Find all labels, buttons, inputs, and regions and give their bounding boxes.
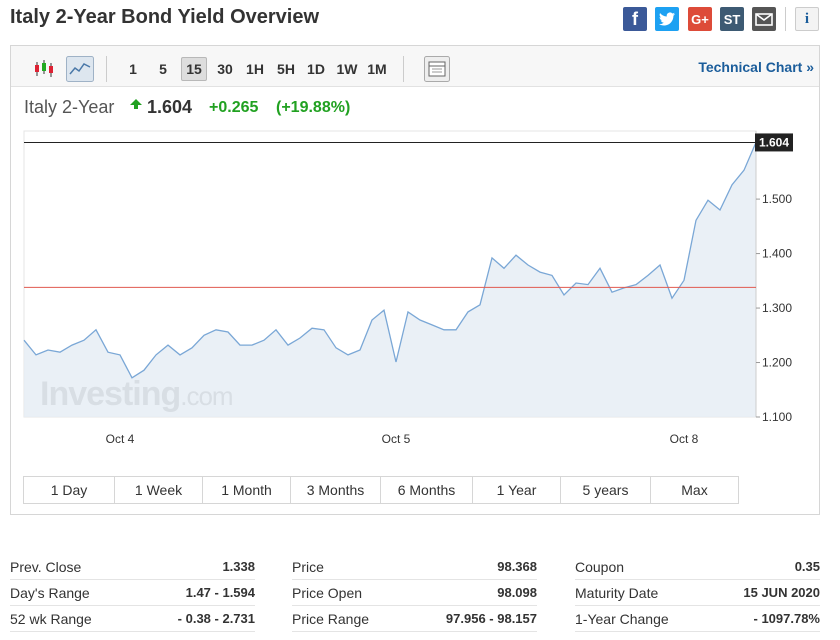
- stats-value: 1.338: [222, 559, 255, 574]
- x-tick-label: Oct 4: [106, 432, 135, 446]
- divider: [785, 7, 786, 31]
- page-title: Italy 2-Year Bond Yield Overview: [10, 6, 320, 28]
- stats-row: Coupon 0.35: [575, 554, 820, 580]
- stats-value: 1.47 - 1.594: [185, 585, 255, 600]
- share-google[interactable]: G+: [688, 7, 712, 31]
- link-text: Technical Chart: [698, 59, 803, 75]
- stats-row: 1-Year Change - 1097.78%: [575, 606, 820, 632]
- stats-value: 98.098: [497, 585, 537, 600]
- chart-toolbar: [11, 46, 819, 87]
- x-tick-label: Oct 5: [382, 432, 411, 446]
- chart: Investing.com1.1001.2001.3001.4001.500Oc…: [23, 130, 793, 446]
- stats-value: - 0.38 - 2.731: [177, 611, 255, 626]
- range-button[interactable]: 1 Week: [114, 477, 202, 503]
- range-button[interactable]: 5 years: [560, 477, 650, 503]
- stats-label: Day's Range: [10, 584, 90, 601]
- price-line: [23, 142, 757, 379]
- info-button[interactable]: i: [795, 7, 819, 31]
- link-arrow: »: [806, 59, 814, 75]
- stats-label: 52 wk Range: [10, 610, 92, 627]
- interval-button[interactable]: 1D: [307, 61, 325, 77]
- y-tick-label: 1.200: [762, 356, 792, 370]
- interval-button[interactable]: 1: [129, 61, 137, 77]
- range-buttons: 1 Day 1 Week 1 Month 3 Months 6 Months 1 Year…: [23, 476, 739, 504]
- stats-row: Price 98.368: [292, 554, 537, 580]
- quote-price: 1.604: [147, 97, 193, 117]
- line-chart-button[interactable]: [66, 56, 94, 82]
- share-stocktwits[interactable]: ST: [720, 7, 744, 31]
- stats-value: 0.35: [794, 559, 820, 574]
- stats-value: - 1097.78%: [753, 611, 821, 626]
- interval-button[interactable]: 30: [217, 61, 233, 77]
- stats-row: Day's Range 1.47 - 1.594: [10, 580, 255, 606]
- interval-button[interactable]: 1W: [336, 61, 358, 77]
- stats-column: Price 98.368 Price Open 98.098 Price Range 97…: [292, 554, 537, 632]
- toolbar-separator: [403, 56, 404, 82]
- interval-button[interactable]: 15: [181, 57, 207, 81]
- stats-column: Coupon 0.35 Maturity Date 15 JUN 2020 1-Year…: [575, 554, 820, 632]
- y-tick-label: 1.100: [762, 410, 792, 424]
- range-button[interactable]: 1 Month: [202, 477, 290, 503]
- mail-icon: [755, 12, 773, 26]
- y-tick-label: 1.400: [762, 247, 792, 261]
- quote-name: Italy 2-Year: [24, 97, 115, 117]
- settings-button[interactable]: [424, 56, 450, 82]
- last-price-label: 1.604: [759, 135, 789, 149]
- stats-value: 15 JUN 2020: [743, 585, 820, 600]
- interval-button[interactable]: 5H: [277, 61, 295, 77]
- range-button[interactable]: 1 Day: [50, 482, 88, 498]
- last-price-box: [755, 133, 793, 152]
- technical-chart-link[interactable]: Technical Chart »: [698, 59, 814, 75]
- area-fill: [24, 142, 756, 417]
- stats-column: Prev. Close 1.338 Day's Range 1.47 - 1.594 5…: [10, 554, 255, 632]
- interval-button[interactable]: 1M: [367, 61, 387, 77]
- share-twitter[interactable]: [655, 7, 679, 31]
- twitter-icon: [659, 12, 675, 26]
- stats-row: Price Open 98.098: [292, 580, 537, 606]
- candlestick-button[interactable]: [33, 58, 55, 80]
- stats-row: 52 wk Range - 0.38 - 2.731: [10, 606, 255, 632]
- quote-change: +0.265: [209, 99, 259, 116]
- stats-value: 98.368: [497, 559, 537, 574]
- interval-button[interactable]: 1H: [246, 61, 264, 77]
- range-button[interactable]: 6 Months: [380, 477, 472, 503]
- share-mail[interactable]: [752, 7, 776, 31]
- stats-label: Prev. Close: [10, 558, 82, 575]
- up-arrow: [130, 99, 142, 109]
- range-button[interactable]: 3 Months: [290, 477, 380, 503]
- range-button[interactable]: 1 Year: [472, 477, 560, 503]
- stats-label: Price: [292, 558, 324, 575]
- stats-label: Price Range: [292, 610, 370, 627]
- share-facebook[interactable]: f: [623, 7, 647, 31]
- stats-label: 1-Year Change: [575, 610, 669, 627]
- stats-value: 97.956 - 98.157: [445, 611, 537, 626]
- stats-row: Maturity Date 15 JUN 2020: [575, 580, 820, 606]
- stats-label: Price Open: [292, 584, 363, 601]
- interval-button[interactable]: 5: [159, 61, 167, 77]
- y-tick-label: 1.500: [762, 192, 792, 206]
- chart-panel: [10, 45, 820, 515]
- y-tick-label: 1.300: [762, 301, 792, 315]
- stats-label: Maturity Date: [575, 584, 659, 601]
- x-tick-label: Oct 8: [670, 432, 699, 446]
- stats-label: Coupon: [575, 558, 625, 575]
- stats-row: Price Range 97.956 - 98.157: [292, 606, 537, 632]
- quote-change-pct: (+19.88%): [276, 99, 351, 116]
- range-button[interactable]: Max: [650, 477, 738, 503]
- stats-row: Prev. Close 1.338: [10, 554, 255, 580]
- toolbar-separator: [106, 56, 107, 82]
